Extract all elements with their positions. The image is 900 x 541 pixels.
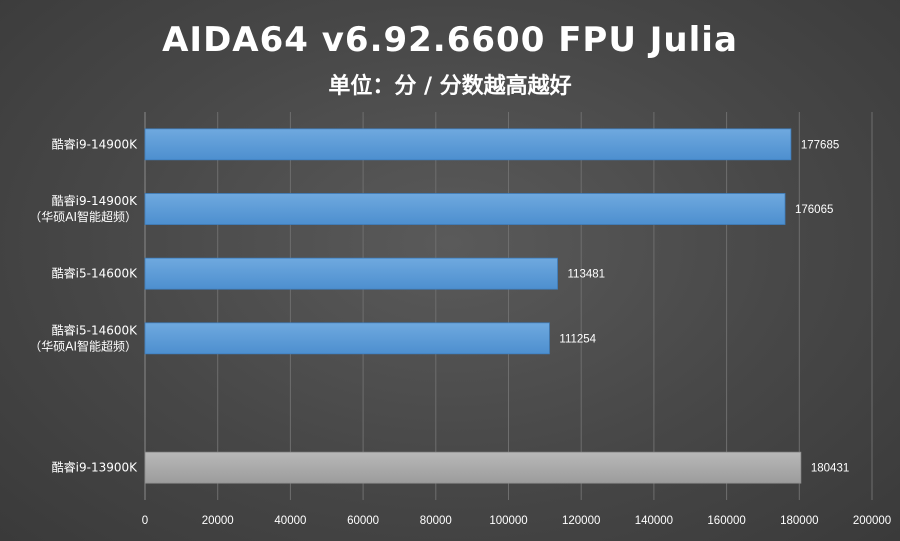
x-tick-label: 160000	[707, 515, 745, 527]
x-tick-label: 180000	[780, 515, 818, 527]
category-label: （华硕AI智能超频）	[29, 338, 137, 353]
category-label: 酷睿i9-13900K	[52, 460, 138, 475]
labels: 0 20000 40000 60000 80000 100000 120000 140000 1…	[29, 136, 891, 527]
chart-subtitle: 单位：分 / 分数越高越好	[328, 74, 572, 99]
data-label: 180431	[811, 463, 849, 475]
category-label: 酷睿i5-14600K	[52, 266, 138, 281]
x-tick-label: 80000	[420, 515, 452, 527]
gridlines	[144, 112, 873, 500]
bar	[144, 322, 550, 355]
x-tick-label: 60000	[347, 515, 379, 527]
data-label: 113481	[568, 269, 606, 281]
chart-title: AIDA64 v6.92.6600 FPU Julia	[162, 20, 738, 60]
x-tick-label: 20000	[202, 515, 234, 527]
category-label: 酷睿i9-14900K	[52, 136, 138, 151]
data-label: 111254	[559, 333, 596, 345]
bar	[144, 451, 802, 484]
bar	[144, 257, 558, 290]
category-label: 酷睿i9-14900K	[52, 193, 138, 208]
bars	[144, 128, 802, 484]
data-label: 177685	[801, 139, 839, 151]
x-tick-label: 40000	[274, 515, 306, 527]
x-tick-label: 120000	[562, 515, 600, 527]
bar	[144, 193, 786, 225]
x-tick-label: 140000	[635, 515, 673, 527]
x-tick-label: 0	[142, 515, 148, 527]
x-tick-label: 200000	[853, 515, 891, 527]
category-label: 酷睿i5-14600K	[52, 322, 138, 337]
category-label: （华硕AI智能超频）	[29, 209, 137, 224]
x-tick-label: 100000	[489, 515, 527, 527]
bar	[144, 128, 792, 161]
data-label: 176065	[795, 204, 833, 216]
